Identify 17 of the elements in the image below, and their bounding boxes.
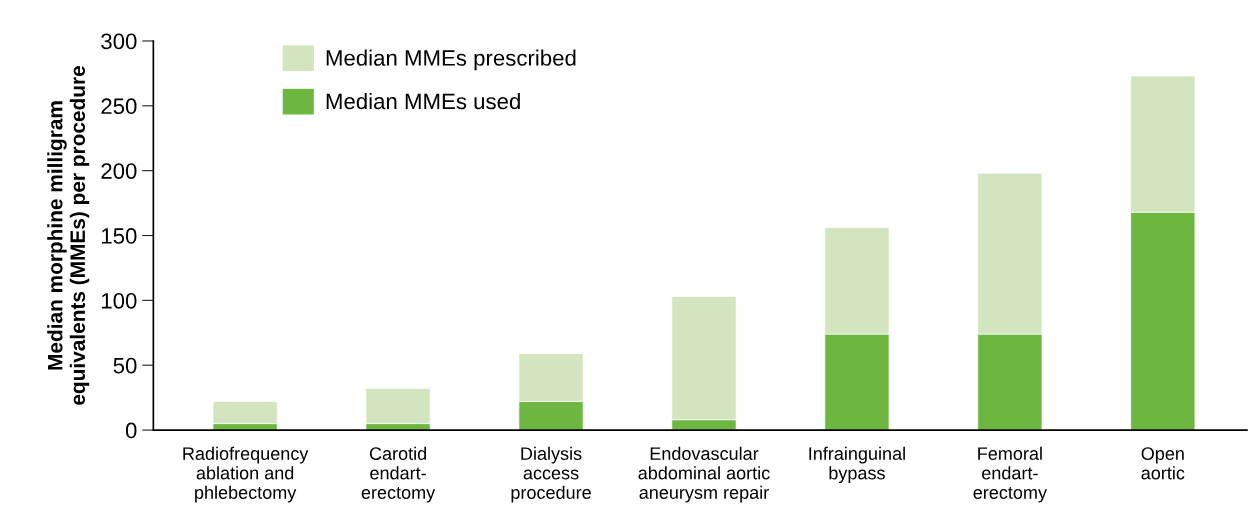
x-tick-label: Carotid endart- erectomy xyxy=(361,446,436,503)
x-tick-label: Infrainguinal bypass xyxy=(809,446,905,484)
x-tick-label: Dialysis access procedure xyxy=(511,446,591,503)
y-tick-label: 0 xyxy=(125,422,137,439)
x-tick-label: Femoral endart- erectomy xyxy=(973,446,1047,503)
legend-label: Median MMEs used xyxy=(326,92,520,110)
y-tick-label: 150 xyxy=(102,228,137,244)
y-tick-label: 100 xyxy=(102,292,137,309)
x-tick-label: Open aortic xyxy=(1141,447,1185,480)
y-axis-title: Median morphine milligram equivalents (MMEs) per procedure xyxy=(47,66,90,405)
y-tick-label: 200 xyxy=(101,163,137,179)
y-tick-label: 300 xyxy=(101,33,137,50)
x-tick-label: Radiofrequency ablation and phlebectomy xyxy=(183,446,309,503)
y-tick-label: 50 xyxy=(113,357,137,374)
x-tick-label: Endovascular abdominal aortic aneurysm repair xyxy=(638,446,770,503)
y-tick-label: 250 xyxy=(101,98,137,115)
legend-label: Median MMEs prescribed xyxy=(326,49,576,71)
